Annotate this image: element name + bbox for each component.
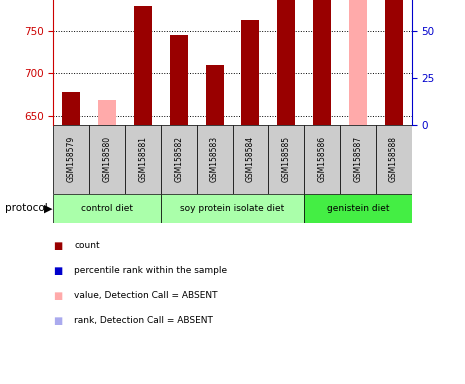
Bar bbox=[313, 0, 331, 125]
Bar bbox=[376, 125, 412, 194]
Bar bbox=[170, 35, 188, 125]
Bar bbox=[385, 0, 403, 125]
Text: GSM158581: GSM158581 bbox=[139, 136, 147, 182]
Text: GSM158586: GSM158586 bbox=[318, 136, 326, 182]
Text: GSM158582: GSM158582 bbox=[174, 136, 183, 182]
Bar bbox=[197, 125, 232, 194]
Text: rank, Detection Call = ABSENT: rank, Detection Call = ABSENT bbox=[74, 316, 213, 325]
Bar bbox=[53, 125, 89, 194]
Bar bbox=[232, 125, 268, 194]
Text: GSM158580: GSM158580 bbox=[103, 136, 112, 182]
Bar bbox=[340, 125, 376, 194]
Bar bbox=[53, 194, 161, 223]
Text: value, Detection Call = ABSENT: value, Detection Call = ABSENT bbox=[74, 291, 218, 300]
Bar bbox=[89, 125, 125, 194]
Text: ■: ■ bbox=[53, 316, 63, 326]
Bar bbox=[62, 92, 80, 125]
Text: ■: ■ bbox=[53, 266, 63, 276]
Text: ■: ■ bbox=[53, 241, 63, 251]
Bar bbox=[268, 125, 304, 194]
Text: control diet: control diet bbox=[81, 204, 133, 213]
Bar bbox=[161, 125, 197, 194]
Text: GSM158587: GSM158587 bbox=[353, 136, 362, 182]
Text: soy protein isolate diet: soy protein isolate diet bbox=[180, 204, 285, 213]
Bar bbox=[304, 125, 340, 194]
Bar bbox=[125, 125, 161, 194]
Bar bbox=[277, 0, 295, 125]
Bar bbox=[304, 194, 412, 223]
Bar bbox=[349, 0, 367, 125]
Bar bbox=[161, 194, 304, 223]
Text: ■: ■ bbox=[53, 291, 63, 301]
Text: percentile rank within the sample: percentile rank within the sample bbox=[74, 266, 227, 275]
Text: GSM158583: GSM158583 bbox=[210, 136, 219, 182]
Text: GSM158585: GSM158585 bbox=[282, 136, 291, 182]
Text: count: count bbox=[74, 241, 100, 250]
Bar bbox=[241, 20, 259, 125]
Bar bbox=[134, 6, 152, 125]
Text: ▶: ▶ bbox=[44, 203, 53, 214]
Text: protocol: protocol bbox=[5, 203, 47, 214]
Text: GSM158588: GSM158588 bbox=[389, 136, 398, 182]
Bar bbox=[98, 100, 116, 125]
Text: GSM158584: GSM158584 bbox=[246, 136, 255, 182]
Bar bbox=[206, 65, 224, 125]
Text: genistein diet: genistein diet bbox=[326, 204, 389, 213]
Text: GSM158579: GSM158579 bbox=[67, 136, 76, 182]
